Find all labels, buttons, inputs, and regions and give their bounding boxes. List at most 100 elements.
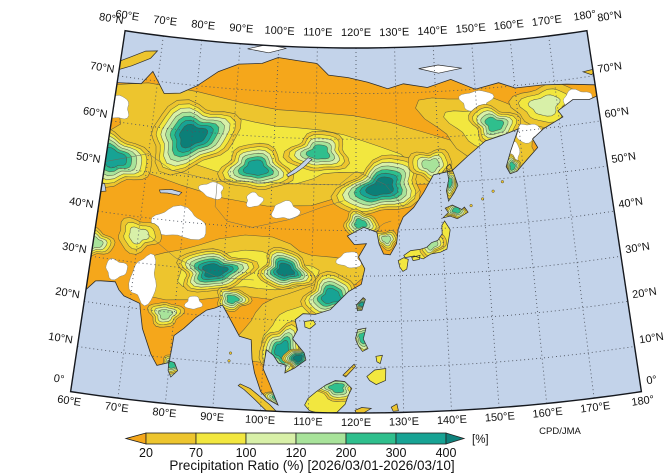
colorbar-tick-label: 120	[286, 446, 307, 460]
colorbar-segment	[245, 432, 297, 445]
longitude-label-bottom: 150°E	[484, 410, 515, 424]
sumatra	[238, 383, 288, 413]
latitude-label-right: 30°N	[625, 241, 651, 257]
shikoku	[411, 255, 420, 261]
longitude-label-top: 100°E	[264, 24, 295, 37]
longitude-label-bottom: 70°E	[104, 400, 129, 415]
contour-level-4	[421, 158, 440, 173]
contour-level-5	[327, 382, 345, 394]
parallel-line	[84, 300, 628, 323]
small-island	[500, 180, 504, 184]
coastline	[441, 204, 469, 220]
contour-level-6	[320, 287, 342, 304]
figure-title: Precipitation Ratio (%) [2026/03/01-2026…	[169, 458, 454, 473]
palawan	[342, 364, 356, 377]
coastline	[411, 254, 421, 261]
no-data-area	[105, 258, 128, 281]
contour-level-4	[157, 309, 174, 320]
coastline	[342, 363, 356, 378]
longitude-label-bottom: 100°E	[245, 414, 276, 427]
longitude-label-bottom: 110°E	[293, 416, 323, 429]
longitude-label-top: 180°	[573, 8, 597, 23]
contour-level-5	[354, 218, 368, 229]
coastline	[304, 319, 316, 330]
latitude-label-left: 20°N	[54, 286, 80, 302]
contour-level-7	[202, 263, 229, 278]
small-island	[469, 204, 473, 208]
latitude-label-right: 70°N	[597, 60, 623, 76]
meridian-line	[509, 40, 548, 404]
no-data-area	[198, 181, 224, 200]
colorbar-tick-label: 20	[139, 446, 153, 460]
samar	[375, 355, 383, 364]
coastline	[418, 64, 462, 74]
meridian-line	[432, 46, 452, 411]
contour-level-5	[509, 161, 516, 171]
coastlines	[70, 44, 606, 413]
halmahera	[391, 403, 399, 412]
latitude-label-corner: 80°N	[597, 9, 623, 25]
coastline	[397, 257, 409, 272]
contour-level-7	[292, 354, 303, 363]
latitude-label-left: 50°N	[75, 150, 101, 166]
longitude-label-top: 80°E	[191, 18, 216, 32]
colorbar-tick-label: 300	[386, 446, 407, 460]
contour-level-5	[484, 116, 505, 132]
colorbar-unit-label: [%]	[472, 434, 489, 446]
coastline	[237, 383, 289, 413]
latitude-label-right: 10°N	[638, 331, 664, 347]
longitude-label-bottom: 120°E	[341, 417, 371, 429]
longitude-label-bottom: 180°	[631, 394, 655, 409]
latitude-label-left: 30°N	[61, 241, 87, 257]
longitude-label-bottom: 130°E	[389, 416, 419, 429]
latitude-label-left: 70°N	[89, 60, 115, 76]
longitude-label-top: 110°E	[303, 26, 333, 39]
contour-level-4	[381, 235, 392, 245]
coastline	[446, 163, 459, 202]
longitude-label-top: 90°E	[229, 22, 254, 36]
map-frame	[69, 29, 643, 414]
latitude-label-right: 0°	[646, 374, 658, 387]
latitude-label-right: 20°N	[631, 286, 657, 302]
contour-level-6	[242, 159, 269, 176]
longitude-label-bottom: 140°E	[437, 414, 468, 427]
colorbar-segment	[345, 432, 397, 445]
longitude-label-top: 160°E	[493, 18, 524, 33]
longitude-label-bottom: 160°E	[532, 406, 563, 421]
longitude-label-bottom: 60°E	[56, 394, 82, 409]
longitude-label-bottom: 90°E	[200, 411, 225, 425]
small-island	[491, 189, 495, 193]
coastline	[403, 220, 451, 260]
coastline	[356, 297, 366, 312]
small-island	[228, 351, 232, 355]
mindanao	[366, 368, 386, 385]
meridian-line	[117, 35, 164, 399]
latitude-label-left: 40°N	[68, 195, 94, 211]
meridian-line	[548, 35, 595, 399]
country-border	[147, 233, 254, 281]
no-data-area	[271, 200, 301, 220]
latitude-label-right: 40°N	[618, 195, 644, 211]
precipitation-contours	[70, 82, 593, 409]
colorbar-tick-label: 400	[436, 446, 457, 460]
no-data-area	[184, 295, 203, 310]
colorbar-segment	[195, 432, 247, 445]
latitude-label-corner: 80°N	[98, 11, 124, 27]
country-border	[214, 181, 344, 228]
no-data-area	[128, 253, 157, 307]
contour-level-3	[128, 226, 150, 245]
no-data-area	[150, 205, 207, 240]
coastline	[167, 360, 179, 378]
longitude-label-bottom: 80°E	[152, 406, 177, 420]
meridian-line	[164, 40, 203, 404]
contour-level-5	[305, 144, 331, 160]
longitude-label-top: 120°E	[341, 27, 371, 39]
colorbar-segment	[395, 432, 447, 445]
contour-level-7	[179, 124, 208, 149]
lake	[286, 157, 313, 178]
meridian-line	[394, 47, 405, 413]
contour-level-5	[226, 294, 240, 304]
